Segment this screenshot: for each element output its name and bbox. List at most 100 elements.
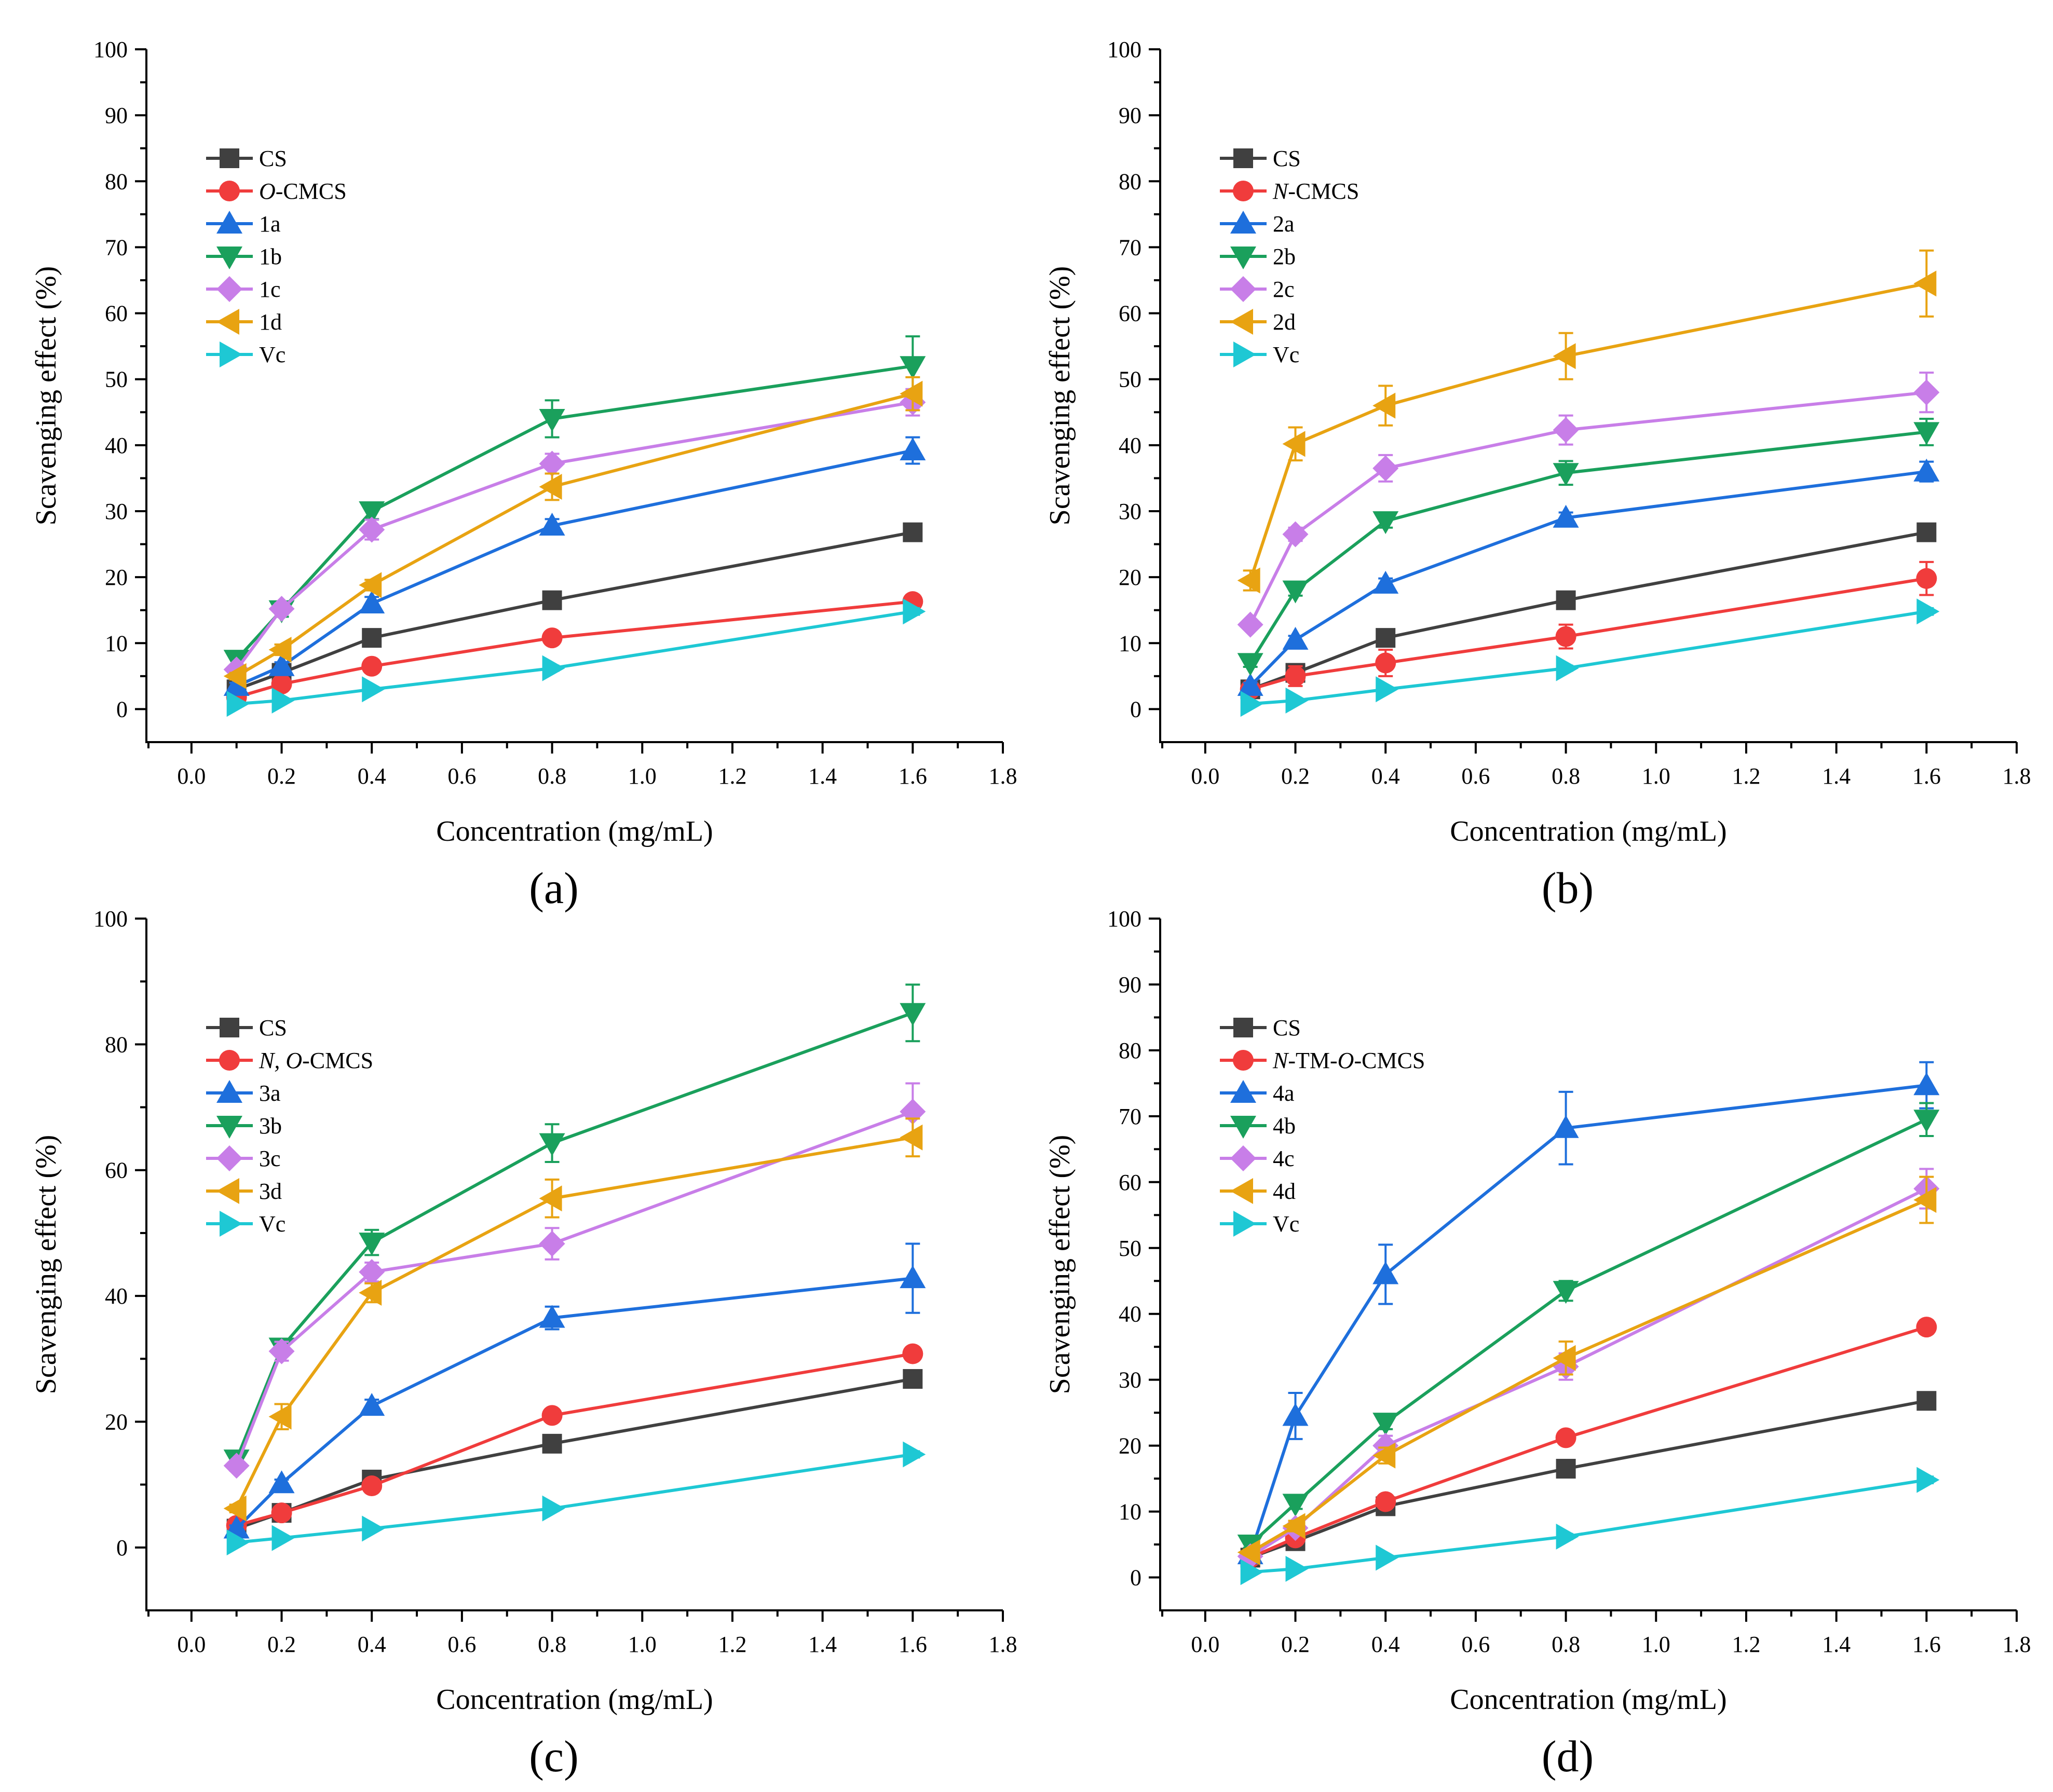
- x-tick-label: 0.8: [1552, 1632, 1580, 1657]
- legend-label: 4d: [1273, 1179, 1296, 1204]
- data-point: [1916, 1317, 1937, 1338]
- x-tick-label: 1.2: [718, 1632, 746, 1657]
- legend-label-text: 1a: [259, 211, 281, 237]
- x-axis-title: Concentration (mg/mL): [1450, 815, 1726, 847]
- x-tick-label: 1.4: [808, 1632, 837, 1657]
- data-point: [359, 1233, 385, 1256]
- data-point: [539, 450, 565, 477]
- y-tick-label: 30: [1119, 499, 1141, 524]
- y-tick-label: 60: [105, 1158, 128, 1183]
- legend-entry: 3c: [206, 1145, 281, 1171]
- legend-marker: [220, 1018, 239, 1037]
- y-tick-label: 100: [93, 906, 128, 932]
- series-line: [235, 364, 913, 661]
- legend-marker: [220, 1211, 242, 1237]
- data-point: [223, 1453, 250, 1479]
- y-tick-label: 0: [1130, 1565, 1141, 1591]
- legend-entry: N-TM-O-CMCS: [1220, 1048, 1425, 1073]
- legend-marker: [220, 341, 242, 367]
- x-tick-label: 1.6: [899, 1632, 927, 1657]
- legend-marker: [216, 1178, 239, 1204]
- y-tick-label: 60: [1119, 1170, 1141, 1195]
- series-1b: [223, 335, 926, 673]
- legend-label-text: 3d: [259, 1179, 282, 1204]
- series-1c: [223, 388, 926, 683]
- legend-entry: 2a: [1220, 211, 1295, 237]
- y-tick-label: 50: [1119, 367, 1141, 392]
- data-point: [1913, 422, 1940, 445]
- legend-marker: [219, 181, 240, 201]
- legend-entry: 4b: [1220, 1113, 1296, 1139]
- legend-entry: 1c: [206, 276, 281, 302]
- data-point: [271, 687, 295, 714]
- series-line: [235, 401, 913, 671]
- data-point: [539, 409, 565, 432]
- legend-label: 4b: [1273, 1113, 1296, 1139]
- y-tick-label: 20: [1119, 565, 1141, 590]
- data-point: [900, 356, 926, 379]
- data-point: [1916, 598, 1940, 625]
- data-point: [900, 1265, 926, 1289]
- legend-label: N-TM-O-CMCS: [1272, 1048, 1425, 1073]
- y-tick-label: 0: [116, 1535, 128, 1561]
- data-point: [223, 673, 250, 696]
- legend-label: Vc: [1273, 342, 1299, 367]
- legend-label: O-CMCS: [259, 179, 347, 204]
- legend-entry: 2c: [1220, 276, 1295, 302]
- x-tick-label: 1.8: [2003, 763, 2031, 789]
- legend-marker: [1233, 1211, 1256, 1237]
- data-point: [539, 473, 562, 500]
- legend-marker: [216, 1080, 242, 1103]
- y-tick-label: 10: [1119, 1499, 1141, 1525]
- series-line: [236, 392, 914, 678]
- axes: [145, 919, 1003, 1611]
- series-o-cmcs: [226, 591, 923, 708]
- data-point: [1285, 665, 1306, 687]
- y-tick-label: 80: [105, 1032, 128, 1057]
- legend-label: 2b: [1273, 244, 1296, 269]
- legend-marker: [1230, 1178, 1253, 1204]
- data-point: [1282, 1513, 1306, 1539]
- data-point: [268, 1338, 295, 1364]
- data-point: [359, 1280, 382, 1306]
- data-point: [223, 663, 247, 689]
- chart-panel-d: 0.0 0.2 0.4 0.6 0.8 1.0 1.2 1.4 1.6 1.8 0 10 20 30 40 5…: [1044, 906, 2031, 1781]
- data-point: [226, 1529, 250, 1556]
- y-tick-label: 100: [1107, 906, 1141, 932]
- data-point: [362, 676, 385, 703]
- chart-panel-b: 0.0 0.2 0.4 0.6 0.8 1.0 1.2 1.4 1.6 1.8 0 10 20 30 40 5…: [1044, 37, 2031, 913]
- legend-entry: 4d: [1220, 1178, 1296, 1204]
- series-line: [1250, 1478, 1927, 1574]
- x-tick-label: 1.4: [1822, 1632, 1851, 1657]
- x-axis-title: Concentration (mg/mL): [436, 1684, 713, 1716]
- data-point: [359, 1259, 385, 1285]
- legend-label-text: 1c: [259, 277, 281, 302]
- legend-entry: Vc: [1220, 341, 1299, 367]
- series-vc: [226, 1441, 926, 1556]
- y-tick-label: 90: [105, 103, 128, 128]
- legend-label-text: -CMCS: [1288, 179, 1359, 204]
- chart-panel-c: 0.0 0.2 0.4 0.6 0.8 1.0 1.2 1.4 1.6 1.8 0 20 40 60 80 1…: [30, 906, 1017, 1781]
- legend-entry: 1b: [206, 244, 282, 269]
- x-tick-label: 1.0: [628, 763, 657, 789]
- data-point: [268, 596, 295, 622]
- x-tick-label: 1.8: [989, 1632, 1017, 1657]
- data-point: [903, 1369, 923, 1389]
- y-tick-label: 30: [105, 499, 128, 524]
- legend-marker: [1233, 181, 1254, 201]
- y-tick-label: 80: [1119, 1038, 1141, 1063]
- data-point: [1916, 568, 1937, 589]
- legend-label: 3c: [259, 1146, 281, 1171]
- data-point: [539, 1185, 562, 1212]
- legend-entry: N-CMCS: [1220, 179, 1359, 204]
- y-tick-label: 70: [105, 235, 128, 260]
- data-point: [268, 653, 295, 676]
- data-point: [1913, 1187, 1937, 1213]
- data-point: [1553, 463, 1579, 486]
- data-point: [542, 655, 565, 681]
- legend-label: Vc: [259, 1211, 285, 1237]
- legend-label-italic: O: [1338, 1048, 1354, 1073]
- legend-entry: Vc: [206, 1211, 285, 1237]
- y-tick-label: 100: [93, 37, 128, 62]
- y-tick-label: 60: [105, 301, 128, 326]
